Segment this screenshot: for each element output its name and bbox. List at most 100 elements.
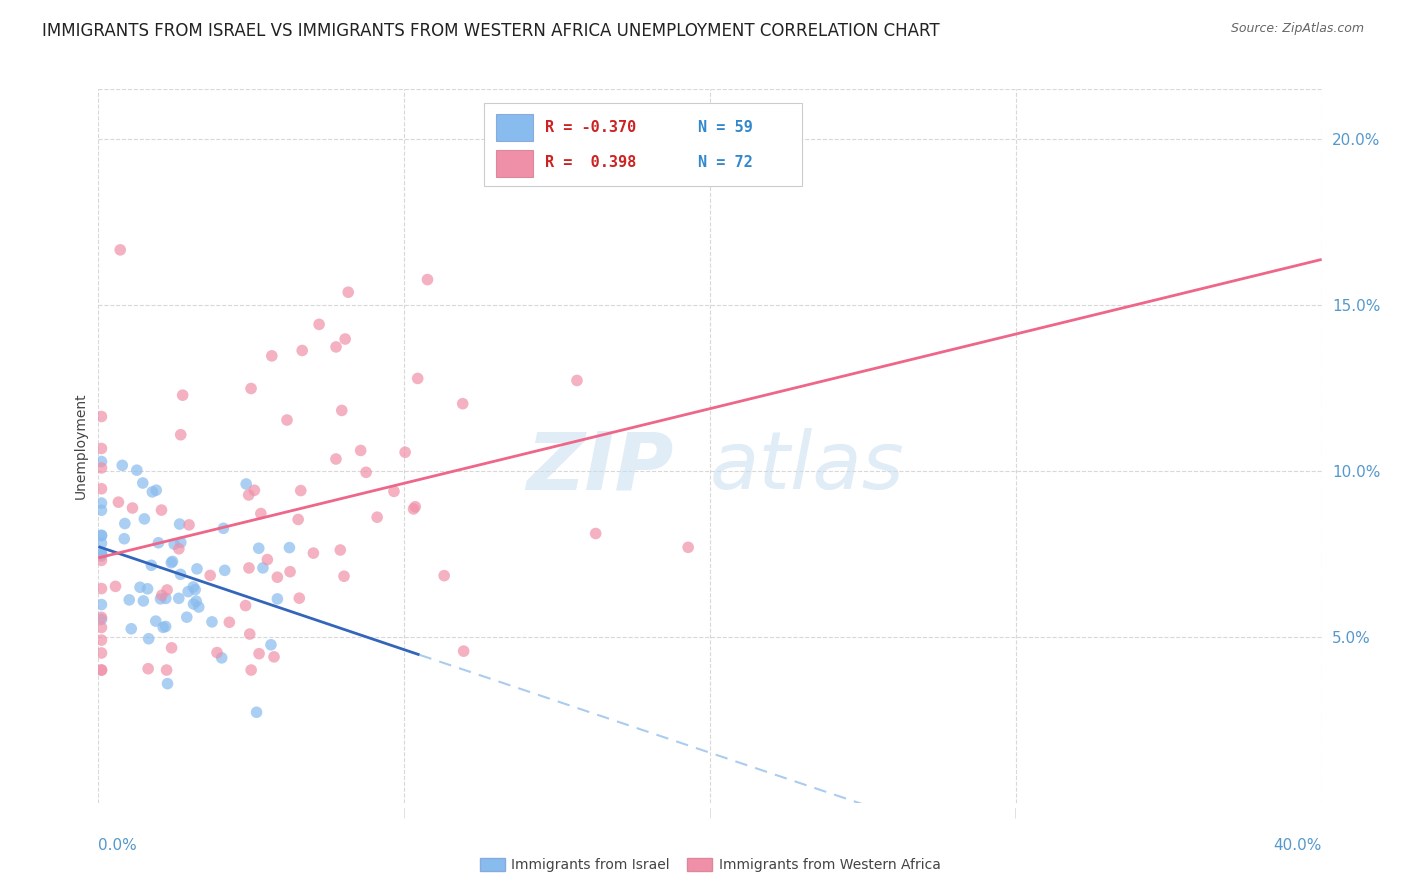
Point (167, 591, 190, 606)
Point (90, 549, 112, 563)
Point (350, 443, 373, 458)
Point (211, 651, 233, 665)
Point (160, 640, 183, 655)
Point (308, 318, 330, 332)
Text: IMMIGRANTS FROM ISRAEL VS IMMIGRANTS FROM WESTERN AFRICA UNEMPLOYMENT CORRELATIO: IMMIGRANTS FROM ISRAEL VS IMMIGRANTS FRO… (42, 22, 939, 40)
Point (90, 442, 112, 456)
Point (136, 582, 159, 596)
Point (110, 243, 132, 257)
Point (288, 591, 311, 606)
Point (163, 537, 186, 551)
Point (170, 427, 193, 442)
Point (125, 463, 148, 477)
Point (170, 535, 193, 549)
Point (176, 610, 198, 624)
Point (218, 615, 240, 630)
Point (198, 568, 221, 582)
Point (90, 633, 112, 648)
Point (276, 413, 298, 427)
Point (201, 615, 224, 629)
Text: 0.0%: 0.0% (98, 838, 138, 854)
Point (90, 663, 112, 677)
Point (141, 558, 163, 573)
Point (394, 445, 416, 459)
Point (114, 516, 136, 531)
Text: Source: ZipAtlas.com: Source: ZipAtlas.com (1230, 22, 1364, 36)
Point (132, 594, 155, 608)
Point (585, 526, 607, 541)
Point (240, 663, 263, 677)
Point (90, 620, 112, 634)
Point (90, 529, 112, 543)
Point (150, 503, 173, 517)
Point (148, 535, 170, 549)
Text: |: | (1014, 807, 1018, 818)
Point (382, 484, 405, 499)
Point (243, 483, 266, 498)
Point (404, 500, 426, 514)
Text: N = 72: N = 72 (697, 155, 752, 170)
Point (266, 591, 288, 606)
Point (451, 397, 474, 411)
Point (145, 614, 167, 628)
Point (169, 567, 191, 582)
Point (90, 528, 112, 542)
Point (156, 676, 179, 690)
Point (290, 483, 312, 498)
Point (247, 541, 270, 556)
Point (129, 580, 152, 594)
Point (433, 568, 456, 582)
Point (155, 619, 177, 633)
Point (278, 541, 301, 555)
Point (325, 452, 347, 467)
Point (90, 553, 112, 567)
Text: |: | (402, 807, 406, 818)
Point (453, 644, 475, 658)
Point (329, 543, 352, 558)
Point (245, 706, 267, 720)
Point (104, 579, 127, 593)
Point (172, 388, 194, 402)
Point (252, 561, 274, 575)
Point (162, 554, 184, 568)
Point (402, 502, 425, 516)
Point (366, 510, 388, 524)
Point (205, 646, 228, 660)
Point (149, 591, 172, 606)
Point (155, 663, 177, 677)
Text: atlas: atlas (710, 428, 905, 507)
Point (136, 662, 159, 676)
Point (240, 382, 263, 396)
Point (118, 592, 141, 607)
Point (565, 374, 588, 388)
Point (214, 563, 236, 577)
Point (121, 501, 143, 516)
Y-axis label: Unemployment: Unemployment (73, 392, 87, 500)
Point (287, 512, 309, 526)
Point (238, 561, 260, 575)
Point (107, 495, 129, 509)
Point (120, 622, 142, 636)
Point (152, 620, 174, 634)
Point (302, 546, 325, 560)
Point (354, 465, 377, 479)
Point (187, 600, 209, 615)
Legend: Immigrants from Israel, Immigrants from Western Africa: Immigrants from Israel, Immigrants from … (474, 853, 946, 878)
Point (156, 582, 179, 597)
Point (250, 507, 273, 521)
Point (167, 541, 190, 556)
Point (266, 570, 288, 584)
Point (90, 461, 112, 475)
Point (90, 409, 112, 424)
Bar (496, 114, 533, 141)
Point (90, 482, 112, 496)
Point (256, 552, 278, 566)
Point (90, 646, 112, 660)
Point (90, 547, 112, 561)
Point (183, 597, 205, 611)
Text: R =  0.398: R = 0.398 (546, 155, 636, 170)
Point (90, 582, 112, 596)
Point (155, 591, 177, 606)
Point (132, 475, 155, 490)
Point (184, 582, 207, 597)
